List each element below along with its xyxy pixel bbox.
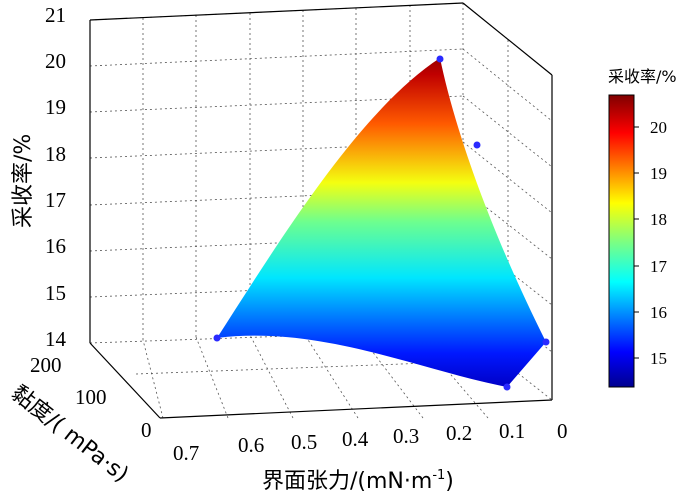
x-tick-0.2: 0.2 xyxy=(446,421,472,445)
y-tick-0: 0 xyxy=(141,418,152,442)
axes-frame xyxy=(89,2,553,419)
colorbar-tick-16: 16 xyxy=(650,303,667,322)
colorbar-tick-19: 19 xyxy=(650,164,667,183)
x-tick-0.5: 0.5 xyxy=(291,430,317,454)
colorbar-tick-20: 20 xyxy=(650,118,667,137)
data-point-5 xyxy=(503,383,511,391)
z-tick-21: 21 xyxy=(45,3,66,27)
y-axis-ticks: 200 100 0 xyxy=(30,353,152,442)
colorbar-tick-15: 15 xyxy=(650,349,667,368)
x-tick-0: 0 xyxy=(557,419,568,443)
z-axis-ticks: 21 20 19 18 17 16 15 14 xyxy=(45,3,67,351)
data-point-4 xyxy=(542,338,550,346)
z-tick-19: 19 xyxy=(45,95,66,119)
recovery-surface xyxy=(217,58,546,387)
z-tick-15: 15 xyxy=(45,281,66,305)
z-tick-18: 18 xyxy=(45,142,66,166)
z-tick-16: 16 xyxy=(45,234,66,258)
x-tick-0.6: 0.6 xyxy=(238,433,264,457)
data-point-2 xyxy=(436,55,444,63)
data-point-1 xyxy=(213,334,221,342)
colorbar-title: 采收率/% xyxy=(608,67,677,86)
y-tick-100: 100 xyxy=(75,385,107,409)
colorbar-tick-17: 17 xyxy=(650,257,668,276)
colorbar: 采收率/% 20 19 18 17 16 15 xyxy=(608,67,677,388)
data-points xyxy=(213,55,550,391)
x-tick-0.4: 0.4 xyxy=(342,427,369,451)
z-tick-14: 14 xyxy=(45,327,67,351)
x-tick-0.1: 0.1 xyxy=(499,419,525,443)
y-tick-200: 200 xyxy=(30,353,62,377)
colorbar-gradient xyxy=(608,94,635,388)
z-axis-label: 采收率/% xyxy=(11,134,36,228)
x-axis-ticks: 0.7 0.6 0.5 0.4 0.3 0.2 0.1 0 xyxy=(173,419,568,465)
x-axis-label: 界面张力/(mN·m-1) xyxy=(262,468,454,494)
z-tick-17: 17 xyxy=(45,188,66,212)
x-tick-0.3: 0.3 xyxy=(393,424,419,448)
colorbar-tick-18: 18 xyxy=(650,210,667,229)
data-point-3 xyxy=(473,141,481,149)
y-axis-label: 黏度/( mPa·s) xyxy=(6,381,133,488)
x-tick-0.7: 0.7 xyxy=(173,441,199,465)
z-tick-20: 20 xyxy=(45,49,66,73)
